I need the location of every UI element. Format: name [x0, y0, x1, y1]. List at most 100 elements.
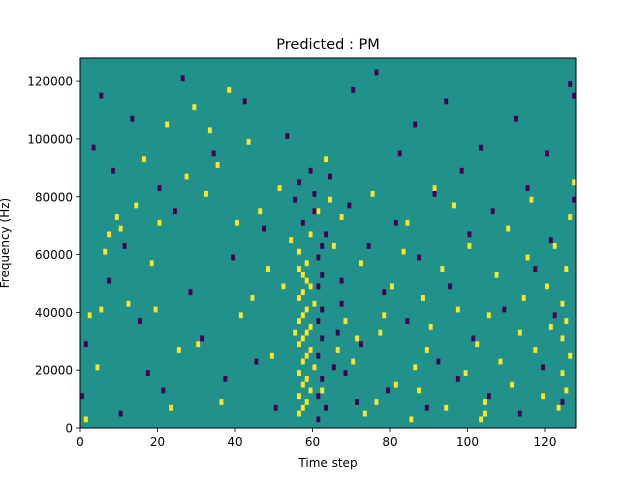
heatmap-cell: [444, 404, 449, 411]
heatmap-cell: [312, 364, 317, 371]
heatmap-cell: [572, 179, 577, 186]
heatmap-cell: [486, 312, 491, 319]
heatmap-cell: [308, 167, 313, 174]
y-tick-label: 120000: [27, 75, 73, 89]
heatmap-cell: [300, 381, 305, 388]
heatmap-cell: [502, 306, 507, 313]
heatmap-cell: [541, 364, 546, 371]
heatmap-cell: [320, 306, 325, 313]
heatmap-cell: [153, 306, 158, 313]
heatmap-cell: [165, 121, 170, 128]
heatmap-cell: [196, 341, 201, 348]
heatmap-cell: [339, 300, 344, 307]
heatmap-cell: [300, 358, 305, 365]
heatmap-cell: [281, 283, 286, 290]
heatmap-cell: [316, 283, 321, 290]
heatmap-cell: [564, 318, 569, 324]
heatmap-cell: [448, 283, 453, 290]
heatmap-cell: [382, 312, 387, 319]
heatmap-cell: [393, 219, 398, 226]
heatmap-cell: [87, 312, 92, 319]
heatmap-cell: [347, 202, 352, 209]
heatmap-cell: [111, 167, 115, 174]
heatmap-cell: [297, 370, 301, 377]
heatmap-cell: [498, 358, 503, 365]
heatmap-cell: [417, 387, 422, 394]
heatmap-cell: [297, 341, 301, 348]
x-axis: 0 20 40 60 80 100 120: [76, 428, 556, 449]
heatmap-cell: [122, 243, 127, 249]
heatmap-cell: [304, 260, 309, 267]
heatmap-cell: [277, 185, 282, 192]
heatmap-cell: [300, 404, 305, 411]
heatmap-cell: [328, 173, 332, 180]
heatmap-cell: [80, 393, 84, 400]
heatmap-cell: [413, 121, 418, 128]
heatmap-cell: [479, 416, 484, 423]
heatmap-cell: [231, 254, 236, 261]
heatmap-cell: [95, 364, 100, 371]
heatmap-cell: [475, 341, 480, 348]
x-tick-label: 0: [76, 435, 84, 449]
heatmap-cell: [490, 208, 495, 215]
heatmap-cell: [91, 144, 96, 151]
heatmap-cell: [273, 404, 278, 411]
heatmap-cell: [335, 347, 340, 353]
heatmap-cell: [300, 271, 305, 278]
heatmap-cell: [564, 266, 569, 272]
heatmap-cell: [157, 185, 162, 192]
heatmap-cell: [297, 179, 301, 186]
heatmap-cell: [494, 271, 499, 278]
heatmap-cell: [514, 115, 518, 122]
heatmap-cell: [343, 370, 348, 377]
heatmap-cell: [459, 167, 464, 174]
heatmap-cell: [188, 289, 193, 296]
heatmap-cell: [331, 364, 336, 371]
heatmap-cell: [297, 393, 301, 400]
x-tick-label: 60: [305, 435, 320, 449]
heatmap-cell: [316, 208, 321, 215]
heatmap-cell: [138, 318, 143, 324]
heatmap-cell: [483, 410, 487, 417]
y-axis-title: Frequency (Hz): [0, 198, 12, 289]
heatmap-cell: [545, 150, 549, 157]
heatmap-cell: [339, 214, 344, 220]
heatmap-cell: [308, 283, 313, 290]
heatmap-cell: [204, 190, 208, 197]
heatmap-cell: [304, 306, 309, 313]
heatmap-cell: [421, 295, 425, 301]
heatmap-cell: [126, 300, 131, 307]
heatmap-cell: [572, 196, 577, 203]
heatmap-cell: [436, 358, 441, 365]
heatmap-cell: [304, 375, 309, 382]
heatmap-cell: [300, 335, 305, 342]
heatmap-cell: [374, 399, 379, 405]
heatmap-cell: [467, 243, 472, 249]
heatmap-cell: [149, 260, 154, 267]
heatmap-cell: [157, 219, 162, 226]
heatmap-cell: [107, 277, 112, 284]
heatmap-cell: [300, 219, 305, 226]
heatmap-cell: [312, 208, 317, 215]
heatmap-cell: [355, 335, 360, 342]
y-tick-label: 0: [65, 422, 73, 436]
heatmap-cell: [432, 190, 437, 197]
heatmap-cell: [351, 86, 356, 93]
heatmap-cell: [289, 237, 294, 244]
heatmap-cell: [297, 410, 301, 417]
heatmap-cell: [455, 306, 460, 313]
heatmap-cell: [320, 335, 325, 342]
heatmap-cell: [440, 266, 445, 272]
heatmap-cell: [424, 347, 429, 353]
heatmap-cell: [560, 335, 565, 342]
heatmap-cell: [300, 312, 305, 319]
x-tick-label: 20: [150, 435, 165, 449]
heatmap-cell: [258, 208, 263, 215]
heatmap-cell: [521, 295, 526, 301]
heatmap-cell: [312, 190, 317, 197]
heatmap-cell: [405, 318, 410, 324]
heatmap-cell: [541, 393, 546, 400]
heatmap-cell: [297, 248, 301, 255]
heatmap-cell: [130, 115, 135, 122]
